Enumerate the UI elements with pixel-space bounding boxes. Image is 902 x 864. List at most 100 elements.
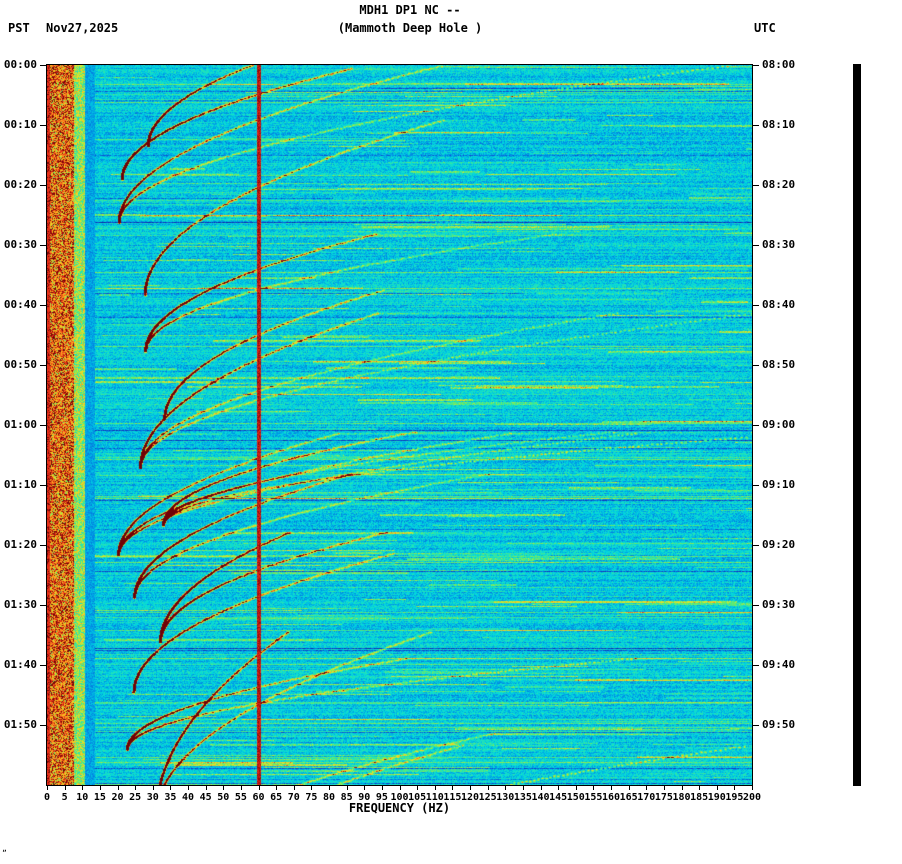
utc-time-label: 09:40	[762, 658, 796, 671]
utc-time-tick	[753, 305, 759, 306]
freq-tick	[540, 786, 542, 790]
pst-time-tick	[40, 365, 46, 366]
pst-time-tick	[40, 305, 46, 306]
freq-tick	[417, 786, 419, 790]
freq-tick	[64, 786, 66, 790]
freq-tick-label: 20	[111, 792, 124, 803]
freq-tick	[487, 786, 489, 790]
freq-tick	[558, 786, 560, 790]
pst-time-tick	[40, 425, 46, 426]
utc-time-tick	[753, 365, 759, 366]
freq-tick-label: 160	[601, 792, 621, 803]
freq-tick-label: 100	[390, 792, 409, 803]
utc-time-label: 09:20	[762, 538, 796, 551]
utc-time-label: 09:10	[762, 478, 796, 491]
freq-tick-label: 110	[425, 792, 444, 803]
utc-time-label: 09:00	[762, 418, 796, 431]
freq-tick-label: 80	[322, 792, 336, 803]
freq-tick	[135, 786, 137, 790]
spectrogram-canvas	[47, 65, 752, 785]
freq-tick-label: 5	[61, 792, 68, 803]
freq-tick	[364, 786, 366, 790]
utc-time-tick	[753, 485, 759, 486]
freq-tick	[681, 786, 683, 790]
pst-time-label: 01:10	[3, 478, 37, 491]
freq-tick-label: 195	[725, 792, 744, 803]
pst-time-label: 01:00	[3, 418, 37, 431]
pst-time-tick	[40, 125, 46, 126]
utc-time-tick	[753, 425, 759, 426]
utc-time-tick	[753, 725, 759, 726]
freq-tick	[663, 786, 665, 790]
utc-time-label: 08:50	[762, 358, 796, 371]
pst-time-label: 00:50	[3, 358, 37, 371]
freq-tick-label: 175	[654, 792, 673, 803]
utc-time-tick	[753, 605, 759, 606]
timezone-right-label: UTC	[754, 21, 776, 35]
freq-tick	[170, 786, 172, 790]
freq-tick	[223, 786, 225, 790]
pst-time-label: 00:40	[3, 298, 37, 311]
pst-time-label: 01:40	[3, 658, 37, 671]
pst-time-tick	[40, 545, 46, 546]
freq-tick	[699, 786, 701, 790]
pst-time-label: 00:20	[3, 178, 37, 191]
utc-time-label: 09:50	[762, 718, 796, 731]
utc-time-label: 08:00	[762, 58, 796, 71]
pst-time-label: 01:50	[3, 718, 37, 731]
utc-time-label: 08:20	[762, 178, 796, 191]
freq-tick	[716, 786, 718, 790]
freq-tick-label: 145	[549, 792, 568, 803]
freq-tick-label: 50	[217, 792, 230, 803]
freq-tick-label: 40	[181, 792, 195, 803]
freq-tick	[505, 786, 507, 790]
freq-tick	[99, 786, 101, 790]
freq-tick-label: 45	[199, 792, 212, 803]
freq-tick-label: 185	[690, 792, 709, 803]
pst-time-tick	[40, 725, 46, 726]
freq-tick-label: 170	[637, 792, 656, 803]
utc-time-tick	[753, 545, 759, 546]
freq-tick	[152, 786, 154, 790]
freq-tick-label: 95	[375, 792, 388, 803]
freq-tick-label: 105	[408, 792, 427, 803]
freq-tick-label: 150	[566, 792, 585, 803]
freq-tick	[470, 786, 471, 790]
utc-time-tick	[753, 125, 759, 126]
freq-tick-label: 180	[672, 792, 691, 803]
freq-tick	[311, 786, 313, 790]
utc-time-tick	[753, 185, 759, 186]
freq-tick	[276, 786, 278, 790]
freq-tick-label: 200	[742, 792, 762, 803]
pst-time-label: 00:10	[3, 118, 37, 131]
page-subtitle: (Mammoth Deep Hole )	[337, 21, 483, 35]
freq-tick-label: 55	[234, 792, 247, 803]
pst-time-label: 01:20	[3, 538, 37, 551]
pst-time-label: 00:00	[3, 58, 37, 71]
freq-tick-label: 60	[252, 792, 265, 803]
freq-tick	[240, 786, 242, 790]
freq-tick	[646, 786, 648, 790]
freq-tick-label: 130	[496, 792, 515, 803]
date-label: Nov27,2025	[46, 21, 119, 35]
freq-tick-label: 125	[478, 792, 497, 803]
freq-tick-label: 120	[460, 792, 480, 803]
utc-time-label: 08:40	[762, 298, 796, 311]
freq-tick	[381, 786, 383, 790]
freq-tick	[258, 786, 260, 790]
freq-tick	[82, 786, 84, 790]
freq-tick	[628, 786, 630, 790]
utc-time-label: 08:10	[762, 118, 796, 131]
pst-time-tick	[40, 485, 46, 486]
freq-tick-label: 135	[513, 792, 532, 803]
x-axis-title: FREQUENCY (HZ)	[348, 801, 451, 815]
pst-time-tick	[40, 605, 46, 606]
corner-mark: „	[2, 844, 7, 853]
pst-time-tick	[40, 185, 46, 186]
freq-tick-label: 65	[270, 792, 283, 803]
freq-tick	[593, 786, 595, 790]
freq-tick-label: 140	[531, 792, 550, 803]
freq-tick-label: 0	[43, 792, 51, 803]
freq-tick-label: 30	[146, 792, 159, 803]
spectrogram-plot-frame	[46, 64, 753, 786]
